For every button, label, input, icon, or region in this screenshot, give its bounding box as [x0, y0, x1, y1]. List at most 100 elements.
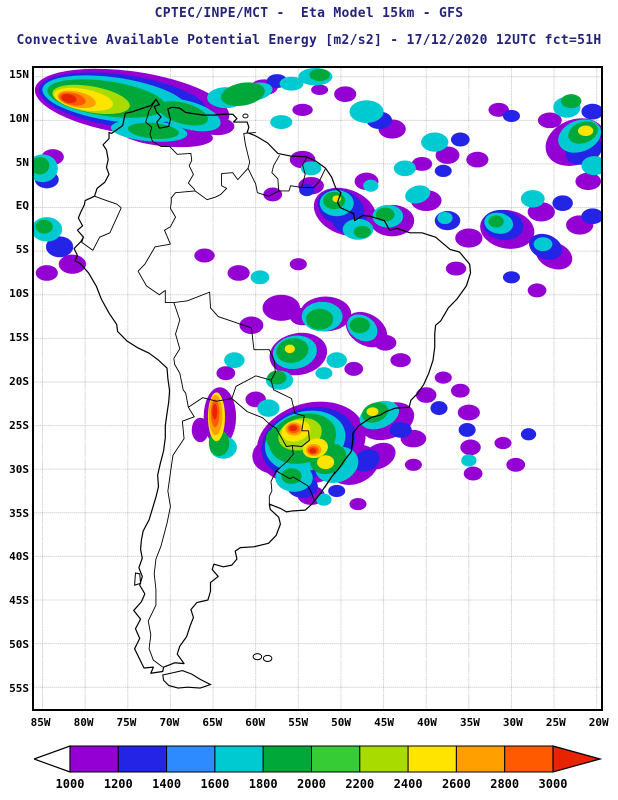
cape-blob [421, 132, 449, 152]
country-border [95, 196, 121, 207]
colorbar-tick-label: 2600 [441, 777, 471, 791]
cape-blob [305, 308, 334, 330]
cape-blob [466, 151, 489, 168]
cape-blob [415, 387, 437, 403]
cape-blob [581, 103, 601, 120]
lat-tick-label: 50S [9, 638, 29, 652]
cape-blob [344, 361, 364, 376]
colorbar-tick-label: 1000 [55, 777, 85, 791]
cape-blob [191, 417, 209, 443]
cape-blob [309, 68, 330, 82]
cape-blob [575, 172, 601, 191]
lon-tick-label: 75W [116, 716, 137, 729]
cape-blob [315, 367, 333, 380]
lat-tick-label: 10N [9, 111, 29, 125]
cape-shading-layer [34, 68, 601, 511]
colorbar [34, 745, 602, 773]
country-border [82, 208, 121, 251]
cape-blob [326, 352, 347, 369]
cape-blob [434, 164, 452, 178]
lat-tick-label: 5N [15, 155, 29, 169]
cape-blob [35, 265, 58, 281]
lon-tick-label: 45W [374, 716, 394, 729]
lon-tick-label: 20W [588, 716, 609, 729]
cape-blob [411, 156, 433, 171]
lat-tick-label: 20S [9, 374, 29, 388]
lat-tick-label: 55S [9, 682, 29, 696]
country-border [271, 380, 304, 431]
cape-blob [445, 261, 467, 276]
cape-blob [533, 237, 553, 252]
cape-blob [581, 156, 601, 176]
country-border [174, 303, 180, 359]
cape-blob [35, 219, 53, 234]
lat-tick-label: 40S [9, 550, 29, 564]
cape-blob [212, 403, 218, 420]
cape-blob [279, 76, 304, 91]
cape-blob [506, 457, 526, 472]
country-border [188, 398, 231, 408]
cape-blob [58, 254, 87, 274]
cape-blob [552, 195, 573, 212]
colorbar-segment [166, 745, 216, 773]
cape-blob [437, 211, 453, 225]
country-border [164, 191, 195, 244]
colorbar-tick-label: 1600 [200, 777, 230, 791]
cape-blob [292, 103, 313, 116]
cape-blob [450, 132, 470, 147]
country-border [195, 168, 248, 199]
cape-blob [289, 258, 307, 271]
cape-blob [527, 283, 547, 298]
country-border [269, 471, 276, 504]
cape-blob [581, 208, 601, 225]
cape-blob [328, 484, 346, 498]
cape-blob [502, 109, 520, 123]
cape-blob [430, 401, 448, 416]
colorbar-tick-label: 2400 [393, 777, 423, 791]
lat-tick-label: 5S [15, 243, 29, 257]
cape-blob [317, 455, 335, 470]
lat-tick-label: 15S [9, 331, 29, 345]
colorbar-tick-label: 2200 [345, 777, 375, 791]
country-border [276, 431, 309, 471]
cape-blob [458, 422, 476, 437]
colorbar-tick-label: 1200 [103, 777, 133, 791]
lon-tick-label: 70W [159, 716, 180, 729]
cape-blob [227, 265, 250, 281]
cape-blob [461, 454, 477, 467]
cape-blob [299, 183, 315, 197]
colorbar-tick-label: 2000 [297, 777, 326, 791]
colorbar-tick-label: 1800 [248, 777, 278, 791]
cape-blob [316, 493, 332, 506]
lon-tick-label: 35W [459, 716, 480, 729]
country-border [174, 358, 188, 407]
falkland-west-island [253, 654, 262, 660]
lat-tick-label: EQ [15, 199, 29, 213]
tierra-del-fuego-island [163, 671, 211, 688]
cape-blob [349, 497, 367, 511]
cape-blob [349, 100, 384, 123]
cape-blob [520, 190, 545, 208]
lon-tick-label: 80W [73, 716, 94, 729]
cape-blob [520, 428, 537, 441]
cape-blob [300, 161, 322, 176]
title-line-2: Convective Available Potential Energy [m… [16, 33, 602, 48]
cape-blob [194, 248, 215, 263]
cape-blob [61, 93, 77, 104]
country-border [148, 407, 194, 667]
colorbar-tick-label: 3000 [538, 777, 568, 791]
lat-tick-label: 15N [9, 67, 29, 81]
country-border [244, 133, 258, 193]
cape-blob [374, 334, 397, 351]
chiloe-island [135, 573, 141, 585]
lon-tick-label: 50W [331, 716, 352, 729]
cape-blob [450, 383, 470, 398]
colorbar-segment [407, 745, 457, 773]
colorbar-segment [311, 745, 361, 773]
cape-blob [281, 468, 302, 484]
country-border [146, 99, 195, 191]
colorbar-over-arrow [552, 745, 602, 773]
cape-blob [311, 84, 329, 96]
lon-tick-label: 60W [245, 716, 266, 729]
